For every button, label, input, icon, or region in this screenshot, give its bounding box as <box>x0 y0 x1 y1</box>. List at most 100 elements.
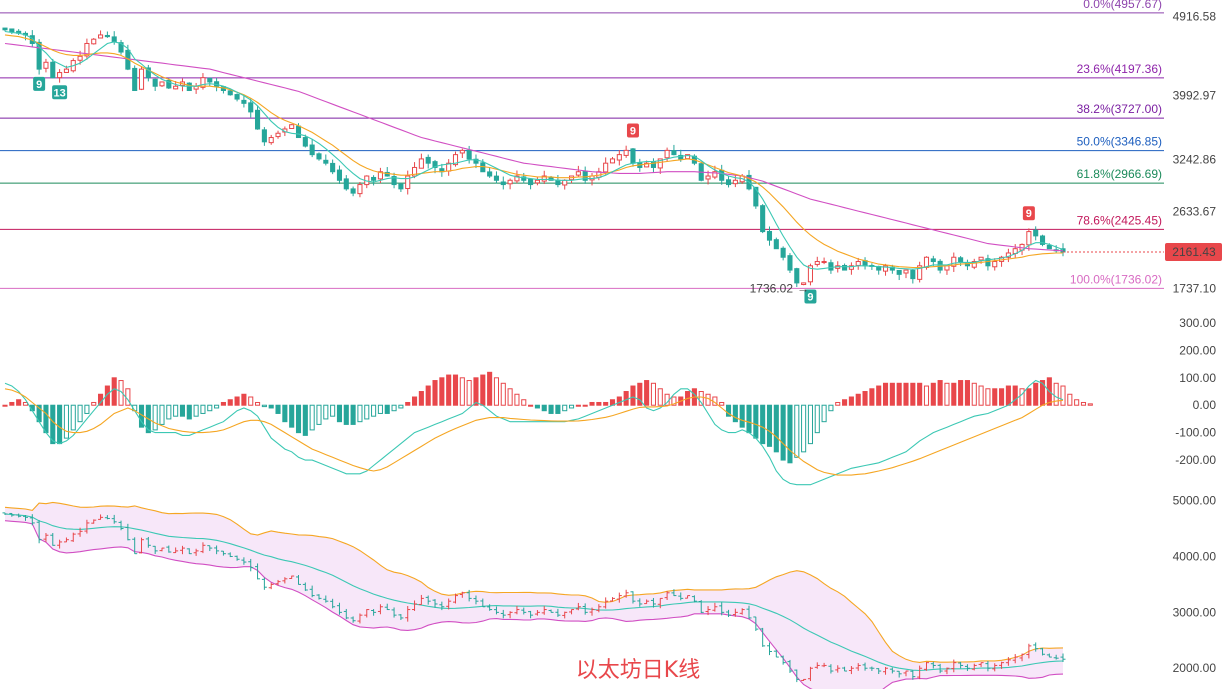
fib-label: 100.0%(1736.02) <box>1070 272 1162 286</box>
macd-histogram-bar <box>964 380 970 406</box>
fib-label: 78.6%(2425.45) <box>1077 213 1162 227</box>
macd-histogram-bar <box>1074 399 1080 406</box>
candle-body <box>657 158 663 169</box>
fib-label: 0.0%(4957.67) <box>1083 0 1162 11</box>
candle-body <box>241 99 247 104</box>
candle-body <box>268 137 274 144</box>
ma-slow-line <box>4 42 1064 252</box>
candle-body <box>1046 244 1052 250</box>
candle-body <box>814 261 820 265</box>
boll-axis-tick: 3000.00 <box>1173 605 1217 619</box>
candle-body <box>500 181 506 186</box>
candle-body <box>801 282 807 286</box>
boll-axis-tick: 5000.00 <box>1173 494 1217 508</box>
macd-histogram-bar <box>589 401 595 406</box>
candle-body <box>111 36 117 43</box>
macd-histogram-bar <box>398 404 404 409</box>
macd-histogram-bar <box>384 404 390 414</box>
macd-histogram-bar <box>104 385 110 406</box>
macd-histogram-bar <box>350 404 356 425</box>
candle-body <box>855 261 861 266</box>
macd-histogram-bar <box>944 382 950 406</box>
boll-axis-tick: 2000.00 <box>1173 661 1217 675</box>
macd-histogram-bar <box>555 404 561 414</box>
candle-body <box>384 171 390 177</box>
macd-histogram-bar <box>50 404 56 445</box>
macd-histogram-bar <box>1033 382 1039 406</box>
macd-histogram-bar <box>917 382 923 406</box>
candle-body <box>2 27 8 31</box>
macd-histogram-bar <box>63 404 69 439</box>
candle-body <box>821 261 827 264</box>
macd-histogram-bar <box>985 388 991 406</box>
macd-histogram-bar <box>452 374 459 406</box>
candle-body <box>992 261 998 268</box>
candle-body <box>507 179 513 185</box>
macd-histogram-bar <box>234 396 240 406</box>
macd-axis-tick: 200.00 <box>1179 343 1216 357</box>
macd-histogram-bar <box>91 401 97 406</box>
macd-histogram-bar <box>302 404 308 436</box>
macd-histogram-bar <box>179 404 186 417</box>
price-axis-tick: 3992.97 <box>1173 88 1217 102</box>
candle-body <box>77 55 83 61</box>
macd-histogram-bar <box>807 404 813 445</box>
macd-histogram-bar <box>261 404 267 408</box>
candle-body <box>289 124 295 130</box>
macd-histogram-bar <box>418 391 424 406</box>
macd-histogram-bar <box>507 388 513 406</box>
candle-body <box>200 77 206 88</box>
macd-histogram-bar <box>295 404 302 434</box>
macd-histogram-bar <box>9 401 15 406</box>
macd-histogram-bar <box>1019 388 1025 406</box>
macd-histogram-bar <box>1012 385 1018 406</box>
candle-body <box>425 156 431 164</box>
macd-histogram-bar <box>644 380 650 406</box>
macd-histogram-bar <box>753 404 759 439</box>
candle-body <box>644 162 650 168</box>
candle-body <box>630 148 636 164</box>
candle-body <box>138 68 145 90</box>
macd-histogram-bar <box>57 404 63 445</box>
macd-axis-tick: 100.00 <box>1179 371 1216 385</box>
candle-body <box>882 265 889 272</box>
candle-body <box>609 158 616 164</box>
fib-label: 38.2%(3727.00) <box>1077 102 1162 116</box>
macd-panel: 300.00 200.00 100.00 0.00 -100.00 -200.00 <box>2 316 1216 486</box>
candle-body <box>336 169 343 181</box>
macd-histogram-bar <box>548 404 554 414</box>
macd-histogram-bar <box>84 404 90 414</box>
candle-body <box>1033 229 1039 237</box>
candle-body <box>807 265 813 283</box>
candle-body <box>323 159 329 164</box>
candle-body <box>705 175 711 180</box>
candle-body <box>118 42 124 53</box>
macd-histogram-bar <box>746 404 752 434</box>
macd-histogram-bar <box>623 391 629 406</box>
macd-histogram-bar <box>760 404 766 445</box>
candle-body <box>152 78 158 87</box>
signal-badge-label: 9 <box>36 79 42 91</box>
macd-histogram-bar <box>111 377 117 406</box>
macd-histogram-bar <box>1067 393 1073 406</box>
candle-body <box>623 149 629 156</box>
signal-badge <box>804 289 817 304</box>
chart-title: 以太坊日K线 <box>576 658 700 683</box>
macd-histogram-bar <box>309 404 315 431</box>
macd-histogram-bar <box>862 391 868 406</box>
macd-histogram-bar <box>766 404 773 447</box>
candle-body <box>951 256 957 267</box>
macd-histogram-bar <box>630 385 636 406</box>
macd-histogram-bar <box>466 380 472 406</box>
candle-body <box>104 34 110 38</box>
candle-body <box>357 184 363 195</box>
macd-histogram-bar <box>152 404 158 431</box>
candle-body <box>978 256 984 261</box>
macd-histogram-bar <box>473 377 479 406</box>
macd-histogram-bar <box>794 404 800 458</box>
macd-histogram-bar <box>1060 385 1066 406</box>
macd-histogram-bar <box>186 404 192 420</box>
macd-histogram-bar <box>534 404 540 409</box>
macd-histogram-bar <box>159 404 165 425</box>
macd-histogram-bar <box>814 404 820 434</box>
